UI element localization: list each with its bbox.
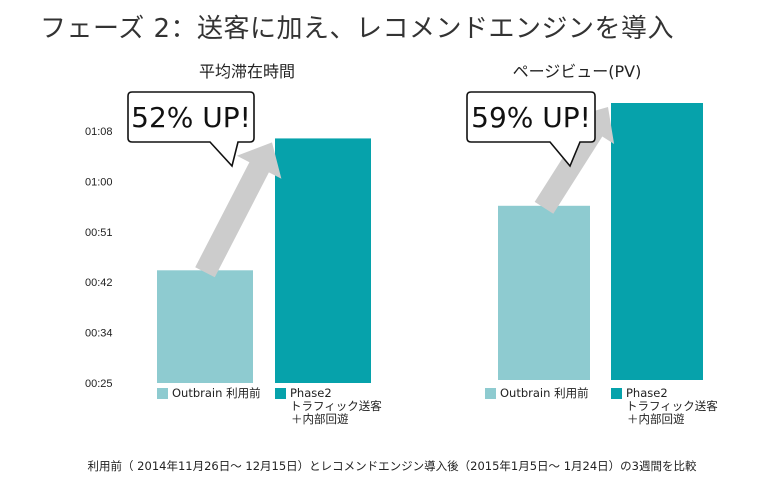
callout-text: 52% UP! <box>131 101 251 134</box>
legend-swatch-phase2 <box>611 388 622 399</box>
chart-avg-duration: 平均滞在時間 00:25 00:34 00:42 00:51 01:00 01:08 52… <box>85 62 382 426</box>
callout-pageviews: 59% UP! <box>466 91 596 168</box>
legend-label-phase2-line3: ＋内部回遊 <box>627 412 685 426</box>
legend-label-phase2-line2: トラフィック送客 <box>626 399 718 413</box>
y-tick-label: 01:00 <box>85 176 113 188</box>
legend-pageviews: Outbrain 利用前 Phase2 トラフィック送客 ＋内部回遊 <box>485 386 718 426</box>
chart-title-pageviews: ページビュー(PV) <box>513 62 642 81</box>
legend-swatch-outbrain <box>485 388 496 399</box>
page-title: フェーズ 2：送客に加え、レコメンドエンジンを導入 <box>40 14 675 44</box>
growth-arrow-icon <box>195 142 282 278</box>
legend-swatch-outbrain <box>157 388 168 399</box>
legend-swatch-phase2 <box>275 388 286 399</box>
y-tick-label: 01:08 <box>85 126 113 138</box>
y-axis-ticks: 00:25 00:34 00:42 00:51 01:00 01:08 <box>85 126 113 390</box>
legend-label-outbrain: Outbrain 利用前 <box>500 386 589 400</box>
y-tick-label: 00:42 <box>85 277 113 289</box>
callout-bubble <box>127 91 255 168</box>
legend-label-phase2-line1: Phase2 <box>290 386 332 400</box>
bar-phase2-pageviews <box>611 103 703 380</box>
y-tick-label: 00:34 <box>85 328 113 340</box>
legend-label-outbrain: Outbrain 利用前 <box>172 386 261 400</box>
callout-bubble <box>466 91 596 168</box>
footnote: 利用前（ 2014年11月26日～ 12月15日）とレコメンドエンジン導入後（2… <box>87 459 697 473</box>
bar-outbrain-avg-duration <box>157 270 253 383</box>
legend-label-phase2-line3: ＋内部回遊 <box>291 412 349 426</box>
legend-label-phase2-line2: トラフィック送客 <box>290 399 382 413</box>
legend-avg-duration: Outbrain 利用前 Phase2 トラフィック送客 ＋内部回遊 <box>157 386 382 426</box>
y-tick-label: 00:51 <box>85 227 113 239</box>
chart-pageviews: ページビュー(PV) 59% UP! Outbrain 利用前 Phase2 ト… <box>466 62 718 426</box>
callout-text: 59% UP! <box>471 101 591 134</box>
bar-phase2-avg-duration <box>275 138 371 383</box>
chart-title-avg-duration: 平均滞在時間 <box>199 62 295 81</box>
y-tick-label: 00:25 <box>85 378 113 390</box>
bar-outbrain-pageviews <box>498 205 590 380</box>
callout-avg-duration: 52% UP! <box>127 91 255 168</box>
legend-label-phase2-line1: Phase2 <box>626 386 668 400</box>
